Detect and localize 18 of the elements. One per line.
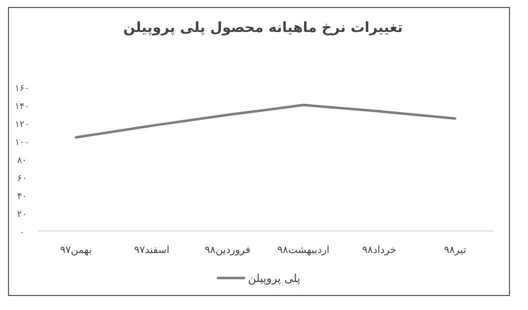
x-tick-label: فروردین۹۸: [204, 245, 251, 256]
y-tick-label: ۴۰: [17, 192, 27, 202]
y-tick-label: ۱۲۰: [14, 120, 30, 130]
chart-title: تغییرات نرخ ماهیانه محصول پلی پروپیلن: [123, 20, 403, 36]
x-tick-label: بهمن۹۷: [60, 245, 92, 256]
legend-label: پلی پروپیلن: [248, 272, 300, 285]
line-series: [74, 104, 456, 139]
x-tick-label: خرداد۹۸: [362, 245, 396, 256]
y-tick-label: ۲۰: [17, 210, 27, 220]
y-tick-label: ۶۰: [17, 174, 27, 184]
y-tick-label: ۱۰۰: [14, 138, 30, 148]
y-tick-label: ۱۶۰: [14, 84, 30, 94]
x-tick-label: اسفند۹۷: [134, 245, 170, 256]
x-tick-label: تیر۹۸: [444, 245, 466, 256]
y-tick-label: ۱۴۰: [14, 102, 30, 112]
y-tick-label: ۸۰: [17, 156, 27, 166]
x-tick-label: اردیبهشت۹۸: [277, 245, 330, 256]
y-tick-label: ۰: [20, 228, 24, 238]
